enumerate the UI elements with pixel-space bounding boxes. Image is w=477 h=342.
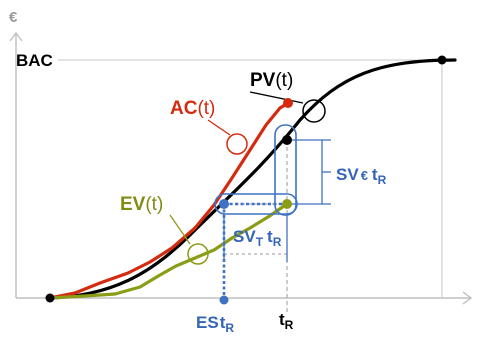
pv-at-es-point xyxy=(219,199,229,209)
pv-at-tr-point xyxy=(282,135,292,145)
ac-label: AC(t) xyxy=(170,98,215,119)
sv-cost-label-unit: € xyxy=(361,168,368,183)
tr-label: tR xyxy=(279,310,294,332)
ac-leader xyxy=(207,119,231,136)
sv-cost-highlight xyxy=(274,124,297,216)
sv-time-label: SVT tR xyxy=(233,227,282,249)
es-label: EStR xyxy=(196,313,234,335)
pv-label: PV(t) xyxy=(250,70,293,91)
ev-callout-circle xyxy=(187,243,209,265)
sv-time-label-main: SV xyxy=(233,227,256,246)
ac-end-point xyxy=(283,98,293,108)
callouts xyxy=(169,91,326,265)
ac-label-arg: (t) xyxy=(197,98,215,119)
y-axis-arrow-icon xyxy=(9,31,23,42)
pv-curve xyxy=(48,58,457,300)
es-label-sub: R xyxy=(225,321,234,335)
sv-time-label-t: t xyxy=(267,227,273,246)
pv-label-arg: (t) xyxy=(275,70,293,91)
tr-label-main: t xyxy=(279,310,285,329)
ev-label: EV(t) xyxy=(120,194,163,215)
ac-curve xyxy=(48,101,290,300)
sv-time-highlight xyxy=(214,193,298,215)
y-axis-unit-label: € xyxy=(9,9,18,26)
pv-callout-circle xyxy=(302,99,326,123)
es-label-main: ES xyxy=(196,313,219,332)
ev-leader xyxy=(169,214,191,245)
ac-label-main: AC xyxy=(170,98,198,119)
ev-label-main: EV xyxy=(120,194,146,215)
ev-curve xyxy=(48,202,289,300)
bac-end-point xyxy=(437,55,447,65)
pv-leader xyxy=(249,91,304,104)
sv-cost-label-sub: R xyxy=(378,173,387,187)
sv-cost-label-main: SV xyxy=(336,165,359,184)
start-point xyxy=(45,293,55,303)
points xyxy=(45,55,447,305)
x-axis-arrow-icon xyxy=(462,291,473,305)
es-label-t: t xyxy=(220,313,226,332)
sv-time-label-unit: T xyxy=(256,235,264,249)
sv-cost-label-t: t xyxy=(372,165,378,184)
ev-at-tr-point xyxy=(282,199,292,209)
pv-label-main: PV xyxy=(250,70,276,91)
sv-cost-label: SV € tR xyxy=(336,165,387,187)
ac-callout-circle xyxy=(226,133,248,155)
es-point xyxy=(219,295,229,305)
tr-label-sub: R xyxy=(285,318,294,332)
axes xyxy=(9,31,473,305)
labels: € BAC PV(t) AC(t) EV(t) SV € tR SVT tR EStR… xyxy=(9,9,387,335)
sv-time-label-sub: R xyxy=(273,235,282,249)
bac-label: BAC xyxy=(16,51,53,70)
ev-label-arg: (t) xyxy=(145,194,163,215)
sv-constructions xyxy=(214,124,331,300)
